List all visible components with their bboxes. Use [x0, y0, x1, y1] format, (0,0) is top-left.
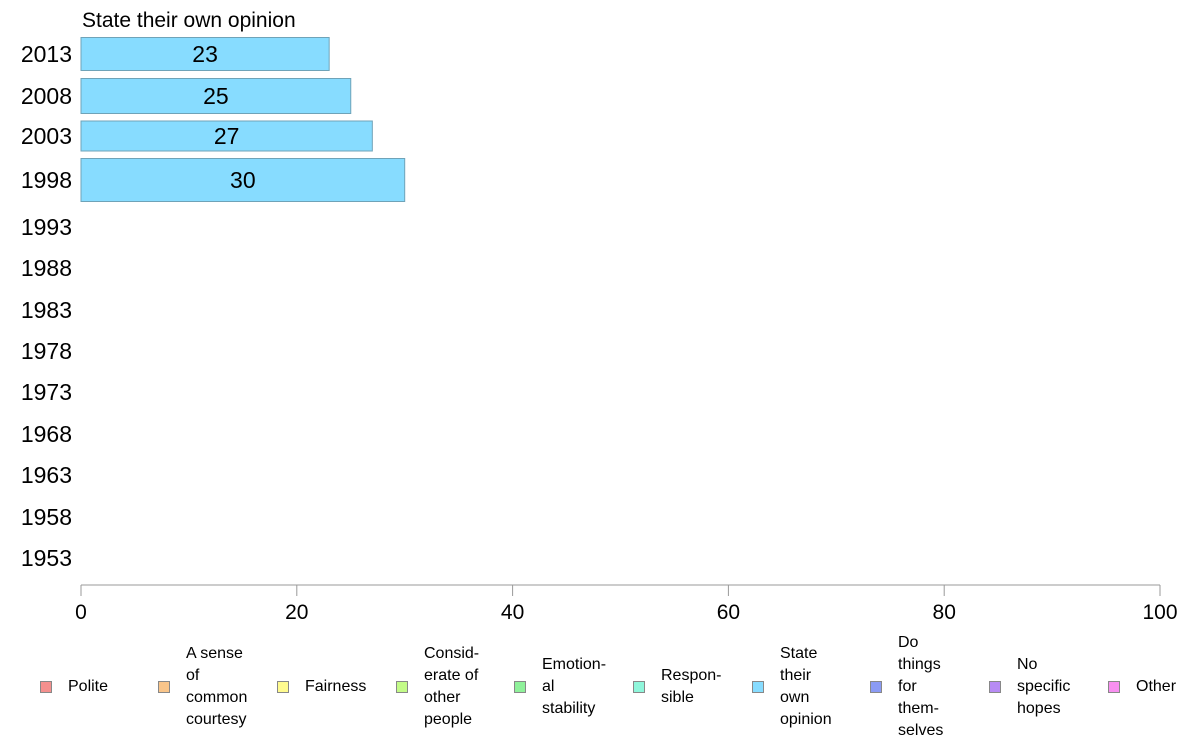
legend-item: Other [1108, 676, 1176, 698]
bar-value-label: 23 [192, 41, 218, 67]
legend-swatch [752, 681, 764, 693]
legend-label: Do things for them- selves [898, 634, 944, 739]
y-axis-labels: 2013 2008 2003 1998 1993 1988 1983 1978 1973 1968… [21, 41, 72, 571]
y-tick-label: 2003 [21, 123, 72, 149]
legend-swatch [277, 681, 289, 693]
x-tick-label: 20 [285, 601, 308, 624]
legend-swatch [396, 681, 408, 693]
bars-group: 23 25 27 30 [80, 37, 406, 202]
legend-item: Fairness [277, 676, 366, 698]
legend-item: Respon- sible [633, 665, 721, 709]
legend: Polite A sense of common courtesy Fairness… [0, 634, 1188, 739]
legend-swatch [40, 681, 52, 693]
y-tick-label: 2013 [21, 41, 72, 67]
legend-item: State their own opinion [752, 643, 832, 731]
legend-label: Consid- erate of other people [424, 645, 480, 728]
y-tick-label: 1998 [21, 167, 72, 193]
legend-label: No specific hopes [1017, 656, 1071, 717]
y-tick-label: 1988 [21, 255, 72, 281]
legend-label: Respon- sible [661, 667, 722, 706]
legend-item: Polite [40, 676, 108, 698]
legend-swatch [514, 681, 526, 693]
bar [80, 120, 373, 152]
legend-swatch [633, 681, 645, 693]
y-tick-label: 1953 [21, 545, 72, 571]
chart-title: State their own opinion [82, 9, 296, 32]
legend-item: Consid- erate of other people [396, 643, 479, 731]
y-tick-label: 1978 [21, 338, 72, 364]
legend-label: Polite [68, 678, 109, 695]
legend-label: Fairness [305, 678, 367, 695]
bar-value-label: 25 [203, 83, 229, 109]
legend-label: State their own opinion [780, 645, 832, 728]
legend-item: Do things for them- selves [870, 632, 943, 742]
bar-value-label: 27 [214, 123, 240, 149]
legend-item: Emotion- al stability [514, 654, 606, 720]
bar [80, 78, 352, 114]
y-tick-label: 1993 [21, 214, 72, 240]
x-tick-label: 40 [501, 601, 524, 624]
y-tick-label: 1983 [21, 297, 72, 323]
y-tick-label: 2008 [21, 83, 72, 109]
y-tick-label: 1968 [21, 421, 72, 447]
x-tick-label: 100 [1142, 601, 1177, 624]
legend-swatch [989, 681, 1001, 693]
y-tick-label: 1973 [21, 379, 72, 405]
legend-label: Emotion- al stability [542, 656, 607, 717]
x-tick-label: 0 [75, 601, 87, 624]
bar [80, 158, 406, 202]
legend-label: Other [1136, 678, 1177, 695]
bar-value-label: 30 [230, 167, 256, 193]
bar [80, 37, 330, 71]
legend-swatch [158, 681, 170, 693]
x-axis: 0 20 40 60 80 100 [75, 584, 1178, 624]
y-tick-label: 1958 [21, 504, 72, 530]
legend-swatch [870, 681, 882, 693]
x-tick-label: 80 [933, 601, 956, 624]
x-tick-label: 60 [717, 601, 740, 624]
legend-item: A sense of common courtesy [158, 643, 247, 731]
legend-swatch [1108, 681, 1120, 693]
legend-item: No specific hopes [989, 654, 1070, 720]
y-tick-label: 1963 [21, 462, 72, 488]
legend-label: A sense of common courtesy [186, 645, 248, 728]
